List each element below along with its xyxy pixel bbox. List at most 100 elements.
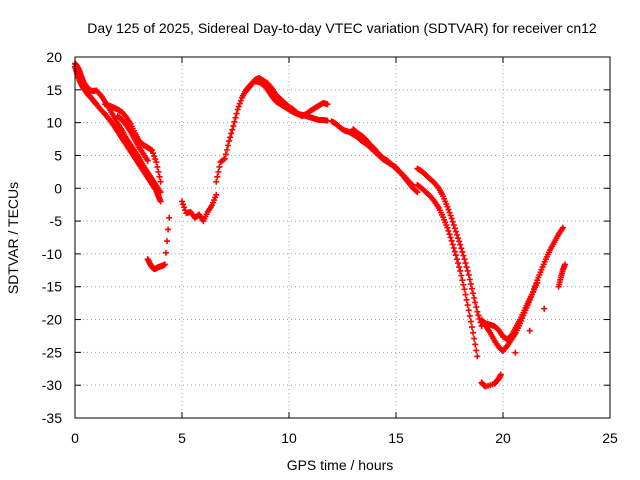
data-point <box>471 294 478 301</box>
data-point <box>457 241 464 248</box>
data-point <box>474 353 481 360</box>
series-cluster-3 <box>478 261 569 390</box>
y-tick-label: -10 <box>42 246 62 262</box>
data-point <box>460 281 467 288</box>
data-point <box>459 248 466 255</box>
data-point <box>228 130 235 137</box>
x-axis-label: GPS time / hours <box>287 457 394 473</box>
data-point <box>444 203 451 210</box>
data-point <box>232 114 239 121</box>
data-point <box>461 286 468 293</box>
data-point <box>414 189 421 196</box>
data-point <box>181 204 188 211</box>
data-point <box>559 224 566 231</box>
data-point <box>227 134 234 141</box>
series-trace-j <box>414 181 481 360</box>
data-point <box>459 277 466 284</box>
data-point <box>452 252 459 259</box>
data-point <box>156 173 163 180</box>
series-trace-h <box>350 126 417 189</box>
data-point <box>237 97 244 104</box>
data-point <box>467 281 474 288</box>
y-tick-label: -35 <box>42 410 62 426</box>
data-point <box>452 228 459 235</box>
data-point <box>216 163 223 170</box>
data-point <box>458 272 465 279</box>
data-points <box>72 60 569 390</box>
data-point <box>149 147 156 154</box>
x-tick-label: 10 <box>281 430 297 446</box>
data-point <box>453 256 460 263</box>
data-point <box>472 299 479 306</box>
data-point <box>164 238 171 245</box>
data-point <box>470 329 477 336</box>
data-point <box>157 198 164 205</box>
data-point <box>447 212 454 219</box>
data-point <box>161 261 168 268</box>
data-point <box>157 189 164 196</box>
y-tick-label: -15 <box>42 279 62 295</box>
data-point <box>464 267 471 274</box>
data-point <box>151 153 158 160</box>
series-trace-g <box>328 118 421 196</box>
series-trace-d <box>114 113 151 164</box>
data-point <box>471 335 478 342</box>
data-point <box>226 138 233 145</box>
data-point <box>445 227 452 234</box>
data-point <box>162 249 169 256</box>
data-point <box>451 225 458 232</box>
data-point <box>497 371 504 378</box>
y-axis-label: SDTVAR / TECUs <box>5 182 21 294</box>
data-point <box>466 312 473 319</box>
data-point <box>154 163 161 170</box>
data-point <box>213 178 220 185</box>
data-point <box>450 245 457 252</box>
series-trace-i <box>414 165 485 330</box>
data-point <box>470 290 477 297</box>
x-tick-label: 15 <box>388 430 404 446</box>
data-point <box>214 173 221 180</box>
data-point <box>179 198 185 205</box>
data-point <box>215 168 222 175</box>
data-point <box>324 101 331 108</box>
data-point <box>462 291 469 298</box>
y-tick-label: -20 <box>42 312 62 328</box>
y-tick-label: -25 <box>42 344 62 360</box>
series-cluster-2 <box>179 191 220 225</box>
data-point <box>165 226 172 233</box>
data-point <box>466 276 473 283</box>
data-point <box>512 349 519 356</box>
data-point <box>233 110 240 117</box>
data-point <box>221 155 228 162</box>
data-point <box>526 327 533 334</box>
y-tick-label: -5 <box>50 213 63 229</box>
data-point <box>562 261 569 268</box>
data-point <box>448 237 455 244</box>
data-point <box>467 318 474 325</box>
data-point <box>446 231 453 238</box>
data-point <box>449 218 456 225</box>
data-point <box>461 256 468 263</box>
data-point <box>465 307 472 314</box>
data-point <box>455 235 462 242</box>
data-point <box>468 285 475 292</box>
data-point <box>464 302 471 309</box>
data-point <box>457 267 464 274</box>
data-point <box>152 156 159 163</box>
data-point <box>455 260 462 267</box>
y-tick-label: 0 <box>54 180 62 196</box>
data-point <box>448 215 455 222</box>
y-tick-label: 5 <box>54 147 62 163</box>
data-point <box>456 264 463 271</box>
data-point <box>409 181 416 188</box>
data-point <box>463 296 470 303</box>
data-point <box>474 308 481 315</box>
data-point <box>468 324 475 331</box>
data-point <box>456 238 463 245</box>
data-point <box>444 224 451 231</box>
data-point <box>541 305 548 312</box>
data-point <box>222 151 229 158</box>
chart-title: Day 125 of 2025, Sidereal Day-to-day VTE… <box>87 20 597 36</box>
data-point <box>473 304 480 311</box>
